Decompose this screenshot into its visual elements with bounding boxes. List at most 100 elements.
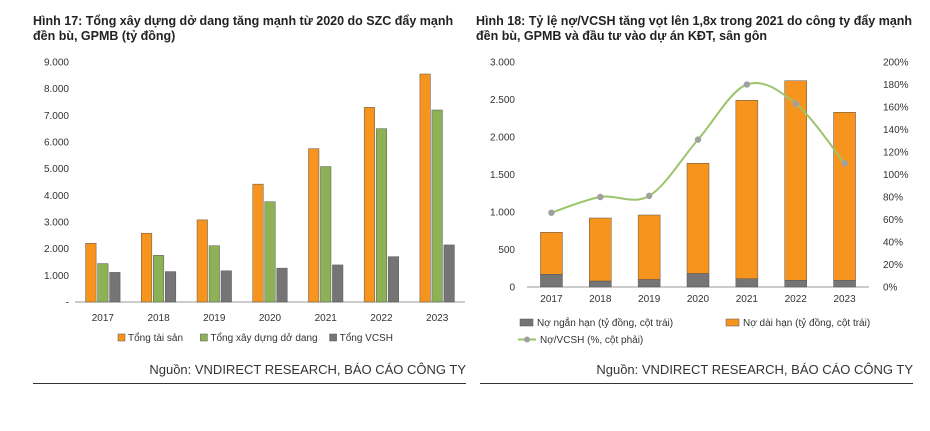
y-tick-label: 7.000 [44, 111, 69, 122]
x-tick-label: 2022 [370, 313, 393, 324]
x-tick-label: 2018 [147, 313, 170, 324]
x-tick-label: 2017 [92, 313, 115, 324]
y2-tick-label: 100% [883, 170, 909, 181]
x-tick-label: 2020 [259, 313, 282, 324]
stacked-bar-2-2023 [833, 112, 856, 281]
stacked-bar-1-2021 [735, 278, 759, 288]
stacked-bar-2-2017 [540, 232, 563, 275]
y2-tick-label: 120% [883, 148, 909, 159]
stacked-bar-2-2020 [686, 163, 710, 274]
y-tick-label: 9.000 [44, 58, 69, 69]
chart-title-right: Hình 18: Tỷ lệ nợ/VCSH tăng vọt lên 1,8x… [476, 14, 913, 43]
ratio-point-2020 [694, 136, 702, 143]
legend-swatch [519, 318, 534, 327]
y2-tick-label: 60% [883, 215, 903, 226]
y2-tick-label: 0% [883, 283, 898, 294]
ratio-point-2017 [548, 209, 555, 216]
bar-3-2022 [387, 256, 399, 303]
divider-left [33, 383, 466, 384]
bar-2-2018 [153, 255, 165, 303]
bar-2-2019 [208, 245, 220, 303]
bar-2-2023 [431, 109, 443, 303]
legend-label: Tổng VCSH [340, 332, 393, 344]
stacked-bar-2-2022 [784, 80, 807, 281]
y-tick-label: 4.000 [44, 191, 69, 202]
y-tick-label: 8.000 [44, 84, 69, 95]
x-tick-label: 2020 [687, 294, 710, 305]
stacked-bar-1-2022 [784, 280, 807, 288]
legend-label: Nợ ngắn hạn (tỷ đồng, cột trái) [537, 316, 673, 329]
y2-tick-label: 80% [883, 193, 903, 204]
ratio-point-2019 [645, 192, 653, 200]
y-tick-label: 1.000 [490, 208, 515, 219]
bar-3-2019 [220, 270, 232, 303]
legend-label: Tổng tài sản [128, 332, 183, 344]
stacked-bar-2-2018 [589, 217, 612, 282]
y-tick-label: 3.000 [44, 218, 69, 229]
bar-2-2022 [375, 128, 387, 303]
ratio-point-2021 [743, 81, 751, 88]
y-tick-label: - [66, 298, 69, 309]
bar-3-2017 [109, 272, 121, 303]
bar-1-2019 [196, 219, 208, 303]
chart-title-left: Hình 17: Tổng xây dựng dở dang tăng mạnh… [33, 14, 454, 43]
x-tick-label: 2022 [785, 294, 808, 305]
y2-tick-label: 200% [883, 58, 909, 69]
y-tick-label: 1.000 [44, 271, 69, 282]
stacked-bar-1-2023 [833, 280, 856, 288]
bar-1-2022 [363, 107, 375, 303]
x-tick-label: 2021 [736, 294, 759, 305]
ratio-point-2022 [792, 100, 799, 107]
source-note-right: Nguồn: VNDIRECT RESEARCH, BÁO CÁO CÔNG T… [596, 362, 913, 377]
y-tick-label: 2.000 [44, 244, 69, 255]
bar-3-2021 [332, 264, 344, 303]
y-tick-label: 500 [498, 245, 515, 256]
y-tick-label: 6.000 [44, 138, 69, 149]
legend-label: Tổng xây dựng dở dang [210, 332, 317, 344]
legend-label: Nợ/VCSH (%, cột phải) [540, 335, 643, 346]
y-tick-label: 0 [509, 283, 515, 294]
bar-2-2017 [97, 263, 109, 303]
y2-tick-label: 160% [883, 103, 909, 114]
x-tick-label: 2023 [426, 313, 449, 324]
stacked-bar-1-2018 [589, 280, 612, 288]
y-tick-label: 1.500 [490, 170, 515, 181]
y2-tick-label: 180% [883, 80, 909, 91]
x-tick-label: 2019 [638, 294, 661, 305]
bar-3-2018 [165, 271, 177, 303]
bar-1-2023 [419, 73, 431, 303]
x-tick-label: 2018 [589, 294, 612, 305]
legend-swatch [200, 333, 208, 342]
y-tick-label: 3.000 [490, 58, 515, 69]
x-tick-label: 2023 [833, 294, 856, 305]
legend-label: Nợ dài hạn (tỷ đồng, cột trái) [743, 317, 870, 329]
y-tick-label: 2.500 [490, 95, 515, 106]
bar-1-2018 [141, 232, 153, 303]
bar-3-2023 [443, 244, 455, 303]
x-tick-label: 2019 [203, 313, 226, 324]
y-tick-label: 2.000 [490, 133, 515, 144]
ratio-point-2018 [597, 193, 604, 201]
combo-chart-right: 0 500 1.000 1.500 2.000 2.500 3.000 0% 20% 40% 60%… [490, 58, 909, 347]
x-tick-label: 2021 [315, 313, 338, 324]
source-note-left: Nguồn: VNDIRECT RESEARCH, BÁO CÁO CÔNG T… [149, 362, 466, 377]
bar-2-2020 [264, 201, 276, 303]
bar-1-2021 [308, 148, 320, 303]
divider-right [480, 383, 913, 384]
legend-marker [524, 336, 530, 343]
bar-3-2020 [276, 267, 288, 303]
stacked-bar-2-2019 [637, 214, 661, 280]
y2-tick-label: 140% [883, 125, 909, 136]
stacked-bar-1-2017 [540, 274, 563, 288]
stacked-bar-1-2019 [637, 279, 661, 288]
bar-2-2021 [320, 166, 332, 303]
bar-1-2017 [85, 243, 97, 303]
legend-swatch [725, 318, 740, 327]
stacked-bar-2-2021 [735, 100, 759, 279]
ratio-point-2023 [841, 160, 848, 167]
y2-tick-label: 40% [883, 238, 903, 249]
legend-swatch [329, 333, 337, 342]
y2-tick-label: 20% [883, 260, 903, 271]
bar-1-2020 [252, 183, 264, 303]
bar-chart-left: - 1.000 2.000 3.000 4.000 5.000 6.000 7.000 8.00… [44, 58, 465, 344]
